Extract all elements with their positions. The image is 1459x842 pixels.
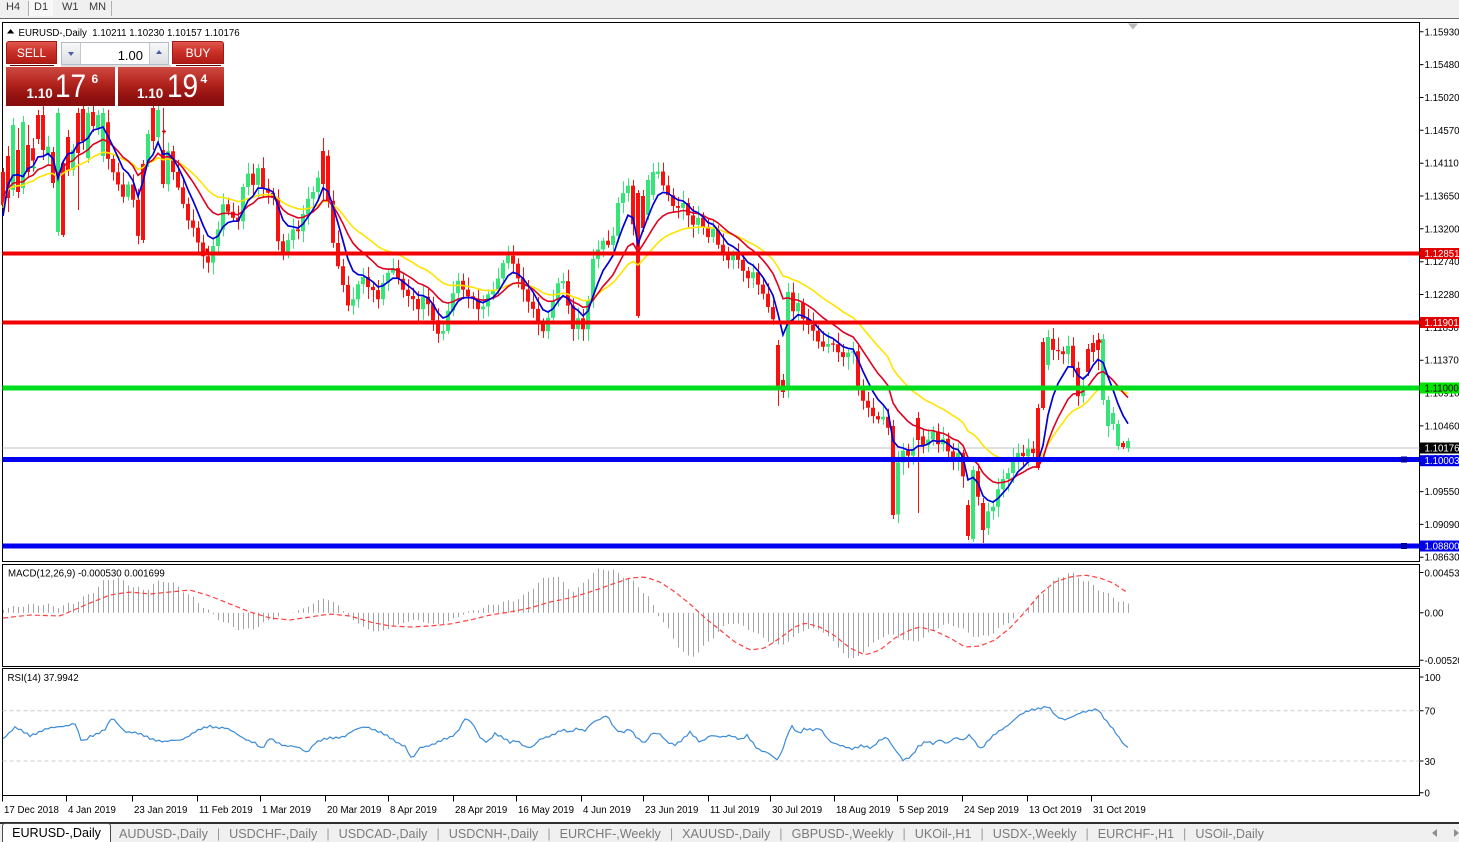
- svg-text:18 Aug 2019: 18 Aug 2019: [836, 805, 890, 816]
- svg-text:1.10910: 1.10910: [1425, 389, 1459, 400]
- svg-text:100: 100: [1425, 673, 1442, 684]
- svg-text:0.004536: 0.004536: [1425, 569, 1459, 580]
- svg-text:1.12740: 1.12740: [1425, 257, 1459, 268]
- svg-text:MACD(12,26,9) -0.000530 0.0016: MACD(12,26,9) -0.000530 0.001699: [8, 569, 165, 580]
- svg-text:1.12280: 1.12280: [1425, 290, 1459, 301]
- svg-text:-0.005205: -0.005205: [1425, 656, 1459, 667]
- svg-text:1.15020: 1.15020: [1425, 93, 1459, 104]
- svg-text:1.11830: 1.11830: [1425, 323, 1459, 334]
- svg-text:31 Oct 2019: 31 Oct 2019: [1093, 805, 1146, 816]
- svg-text:24 Sep 2019: 24 Sep 2019: [964, 805, 1019, 816]
- svg-text:1.15930: 1.15930: [1425, 27, 1459, 38]
- svg-text:17 Dec 2018: 17 Dec 2018: [4, 805, 59, 816]
- svg-text:1.09090: 1.09090: [1425, 520, 1459, 531]
- svg-text:1.10003: 1.10003: [1425, 456, 1459, 467]
- svg-text:1.08630: 1.08630: [1425, 553, 1459, 564]
- svg-text:1.09550: 1.09550: [1425, 487, 1459, 498]
- svg-text:1.14570: 1.14570: [1425, 126, 1459, 137]
- svg-text:EURUSD-,Daily 1.10211 1.10230: EURUSD-,Daily 1.10211 1.10230 1.10157 1.…: [19, 28, 240, 39]
- svg-text:23 Jun 2019: 23 Jun 2019: [645, 805, 698, 816]
- svg-text:5 Sep 2019: 5 Sep 2019: [899, 805, 949, 816]
- svg-text:8 Apr 2019: 8 Apr 2019: [390, 805, 437, 816]
- svg-text:23 Jan 2019: 23 Jan 2019: [134, 805, 187, 816]
- svg-text:16 May 2019: 16 May 2019: [518, 805, 574, 816]
- svg-text:1.14110: 1.14110: [1425, 159, 1459, 170]
- svg-text:1.11370: 1.11370: [1425, 356, 1459, 367]
- svg-text:0: 0: [1425, 789, 1431, 800]
- svg-text:11 Jul 2019: 11 Jul 2019: [710, 805, 759, 816]
- svg-text:1.11901: 1.11901: [1425, 318, 1459, 329]
- svg-text:1.08800: 1.08800: [1425, 542, 1459, 553]
- svg-text:4 Jan 2019: 4 Jan 2019: [68, 805, 116, 816]
- svg-text:RSI(14) 37.9942: RSI(14) 37.9942: [8, 673, 79, 684]
- svg-text:1.13200: 1.13200: [1425, 224, 1459, 235]
- svg-text:28 Apr 2019: 28 Apr 2019: [455, 805, 507, 816]
- svg-text:20 Mar 2019: 20 Mar 2019: [327, 805, 381, 816]
- svg-text:1.13650: 1.13650: [1425, 192, 1459, 203]
- svg-text:70: 70: [1425, 707, 1436, 718]
- svg-text:11 Feb 2019: 11 Feb 2019: [199, 805, 253, 816]
- svg-text:1.10176: 1.10176: [1425, 444, 1459, 455]
- svg-text:1 Mar 2019: 1 Mar 2019: [262, 805, 311, 816]
- svg-text:1.15480: 1.15480: [1425, 60, 1459, 71]
- svg-text:13 Oct 2019: 13 Oct 2019: [1029, 805, 1082, 816]
- svg-text:1.11000: 1.11000: [1425, 384, 1459, 395]
- svg-text:30 Jul 2019: 30 Jul 2019: [772, 805, 822, 816]
- svg-text:1.12851: 1.12851: [1425, 249, 1459, 260]
- svg-text:30: 30: [1425, 757, 1436, 768]
- svg-text:1.10460: 1.10460: [1425, 421, 1459, 432]
- svg-text:0.00: 0.00: [1425, 609, 1444, 620]
- svg-text:4 Jun 2019: 4 Jun 2019: [583, 805, 631, 816]
